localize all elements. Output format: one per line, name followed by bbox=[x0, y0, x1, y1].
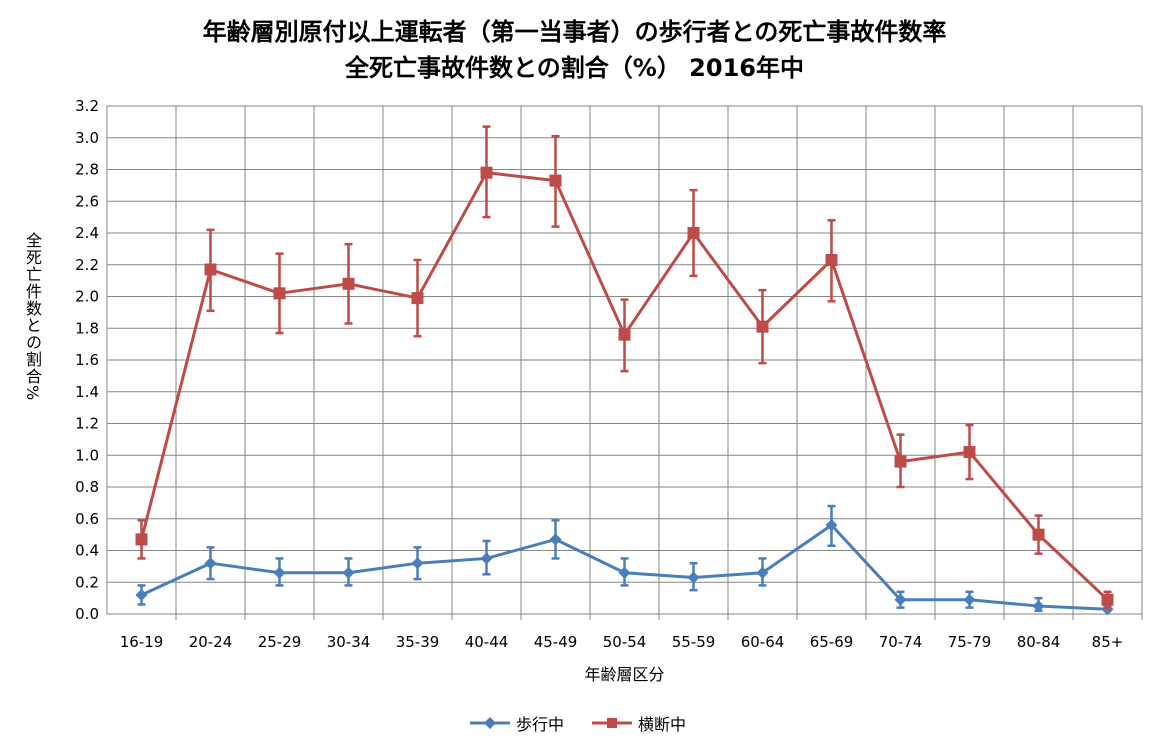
data-point bbox=[1101, 603, 1114, 616]
x-tick-label: 20-24 bbox=[189, 633, 233, 651]
y-tick-label: 1.2 bbox=[75, 415, 99, 433]
series-walking bbox=[135, 504, 1114, 616]
data-point bbox=[894, 593, 907, 606]
chart-title-line2: 全死亡事故件数との割合（%） 2016年中 bbox=[345, 54, 804, 82]
data-point bbox=[342, 277, 355, 290]
x-tick-label: 50-54 bbox=[603, 633, 647, 651]
data-point bbox=[894, 455, 907, 468]
legend-label-walking: 歩行中 bbox=[516, 715, 565, 734]
data-point bbox=[411, 557, 424, 570]
series-crossing bbox=[135, 125, 1114, 609]
data-point bbox=[204, 263, 217, 276]
data-point bbox=[687, 227, 700, 239]
data-point bbox=[273, 566, 286, 579]
x-tick-label: 45-49 bbox=[534, 633, 578, 651]
y-axis-label: 全死亡件数との割合% bbox=[23, 232, 42, 402]
y-tick-label: 1.0 bbox=[75, 446, 99, 464]
data-point bbox=[756, 320, 769, 333]
data-point bbox=[480, 552, 493, 565]
y-tick-label: 1.4 bbox=[75, 383, 99, 401]
y-tick-label: 1.8 bbox=[75, 319, 99, 337]
x-tick-label: 25-29 bbox=[258, 633, 302, 651]
y-tick-label: 2.2 bbox=[75, 256, 99, 274]
data-point bbox=[411, 292, 424, 305]
x-tick-label: 70-74 bbox=[879, 633, 923, 651]
data-point bbox=[756, 566, 769, 579]
x-tick-label: 80-84 bbox=[1017, 633, 1061, 651]
chart-title-line1: 年齢層別原付以上運転者（第一当事者）の歩行者との死亡事故件数率 bbox=[202, 18, 947, 46]
data-point bbox=[480, 166, 493, 179]
x-tick-label: 75-79 bbox=[948, 633, 992, 651]
data-point bbox=[549, 174, 562, 187]
x-tick-label: 85+ bbox=[1092, 633, 1124, 651]
x-tick-label: 35-39 bbox=[396, 633, 440, 651]
data-point bbox=[1032, 528, 1045, 541]
data-point bbox=[825, 253, 838, 266]
x-tick-label: 60-64 bbox=[741, 633, 785, 651]
data-point bbox=[549, 533, 562, 546]
data-point bbox=[135, 588, 148, 601]
x-tick-label: 16-19 bbox=[120, 633, 164, 651]
y-tick-label: 1.6 bbox=[75, 351, 99, 369]
x-tick-label: 55-59 bbox=[672, 633, 716, 651]
legend-item-walking: 歩行中 bbox=[470, 711, 564, 735]
x-tick-label: 40-44 bbox=[465, 633, 509, 651]
data-point bbox=[342, 566, 355, 579]
data-point bbox=[963, 446, 976, 459]
data-point bbox=[687, 571, 700, 584]
legend-label-crossing: 横断中 bbox=[638, 715, 687, 734]
data-point bbox=[1101, 593, 1114, 606]
data-point bbox=[273, 287, 286, 300]
legend-item-crossing: 横断中 bbox=[592, 711, 686, 735]
data-point bbox=[825, 519, 838, 532]
diamond-marker-icon bbox=[470, 717, 510, 729]
x-tick-label: 30-34 bbox=[327, 633, 371, 651]
data-point bbox=[618, 328, 631, 341]
x-axis-label: 年齢層区分 bbox=[584, 665, 664, 684]
y-tick-label: 2.8 bbox=[75, 161, 99, 179]
y-tick-label: 3.0 bbox=[75, 129, 99, 147]
legend: 歩行中 横断中 bbox=[470, 711, 686, 735]
y-tick-label: 0.8 bbox=[75, 478, 99, 496]
y-tick-label: 2.6 bbox=[75, 192, 99, 210]
data-point bbox=[204, 557, 217, 570]
y-tick-label: 2.4 bbox=[75, 224, 99, 242]
square-marker-icon bbox=[592, 718, 633, 728]
data-point bbox=[618, 566, 631, 579]
y-tick-label: 3.2 bbox=[75, 97, 99, 115]
y-tick-label: 0.6 bbox=[75, 510, 99, 528]
y-tick-label: 0.2 bbox=[75, 573, 99, 591]
x-tick-label: 65-69 bbox=[810, 633, 854, 651]
y-tick-label: 0.0 bbox=[75, 605, 99, 623]
y-tick-label: 2.0 bbox=[75, 288, 99, 306]
data-point bbox=[1032, 600, 1045, 613]
data-point bbox=[135, 533, 148, 546]
data-point bbox=[963, 593, 976, 606]
series-line bbox=[140, 171, 1109, 601]
y-tick-label: 0.4 bbox=[75, 542, 99, 560]
